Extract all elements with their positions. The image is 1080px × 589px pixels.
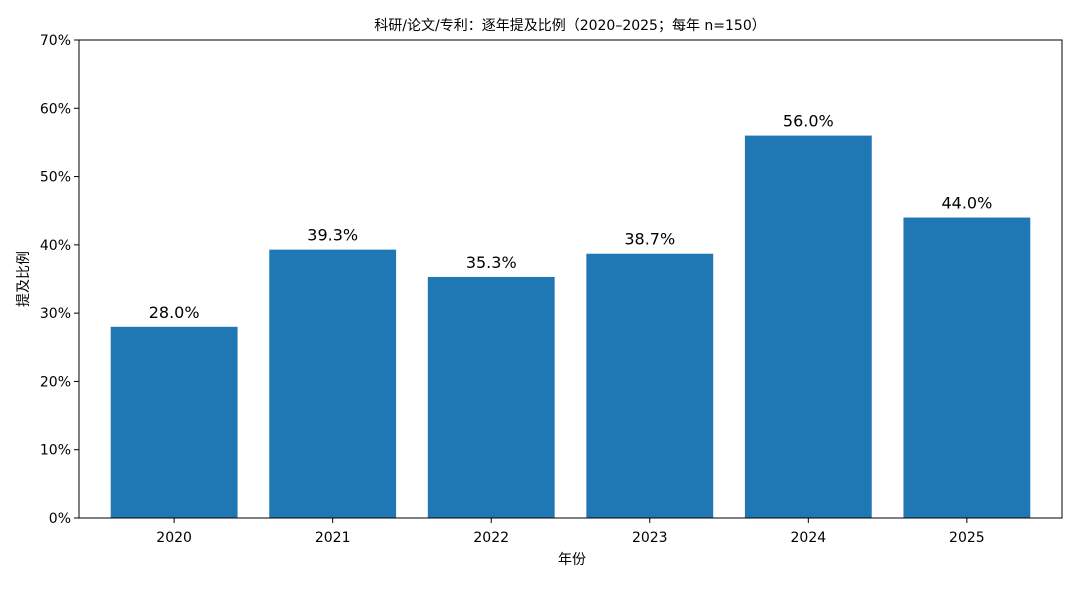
x-tick-label: 2025 bbox=[949, 530, 985, 546]
plot-area: 28.0% 39.3% 35.3% 38.7% 56.0% 44.0% 0% 10% 20% 30… bbox=[40, 33, 1063, 546]
chart-title: 科研/论文/专利：逐年提及比例（2020–2025；每年 n=150） bbox=[374, 18, 765, 34]
bar-2020 bbox=[110, 326, 238, 518]
data-label-2023: 38.7% bbox=[624, 230, 675, 249]
y-tick-label: 40% bbox=[40, 238, 71, 254]
plot-frame bbox=[78, 39, 1063, 519]
y-tick-label: 50% bbox=[40, 170, 71, 186]
y-axis-title: 提及比例 bbox=[16, 251, 32, 307]
x-tick-label: 2020 bbox=[156, 530, 192, 546]
y-tick-label: 10% bbox=[40, 443, 71, 459]
bar-2022 bbox=[427, 276, 555, 518]
x-tick-label: 2023 bbox=[632, 530, 668, 546]
bar-2023 bbox=[586, 253, 714, 519]
y-tick-label: 30% bbox=[40, 306, 71, 322]
x-tick-label: 2024 bbox=[791, 530, 827, 546]
data-label-2020: 28.0% bbox=[149, 303, 200, 322]
data-label-2024: 56.0% bbox=[783, 112, 834, 131]
bar-2021 bbox=[269, 249, 397, 518]
y-tick-label: 60% bbox=[40, 101, 71, 117]
bar-2025 bbox=[903, 217, 1031, 519]
x-tick-label: 2022 bbox=[473, 530, 509, 546]
data-label-2022: 35.3% bbox=[466, 253, 517, 272]
x-axis-title: 年份 bbox=[558, 552, 586, 568]
y-tick-label: 20% bbox=[40, 374, 71, 390]
data-label-2021: 39.3% bbox=[307, 226, 358, 245]
bar-2024 bbox=[744, 135, 872, 518]
y-tick-label: 0% bbox=[49, 511, 71, 527]
y-tick-label: 70% bbox=[40, 33, 71, 49]
data-label-2025: 44.0% bbox=[941, 194, 992, 213]
x-tick-label: 2021 bbox=[315, 530, 351, 546]
